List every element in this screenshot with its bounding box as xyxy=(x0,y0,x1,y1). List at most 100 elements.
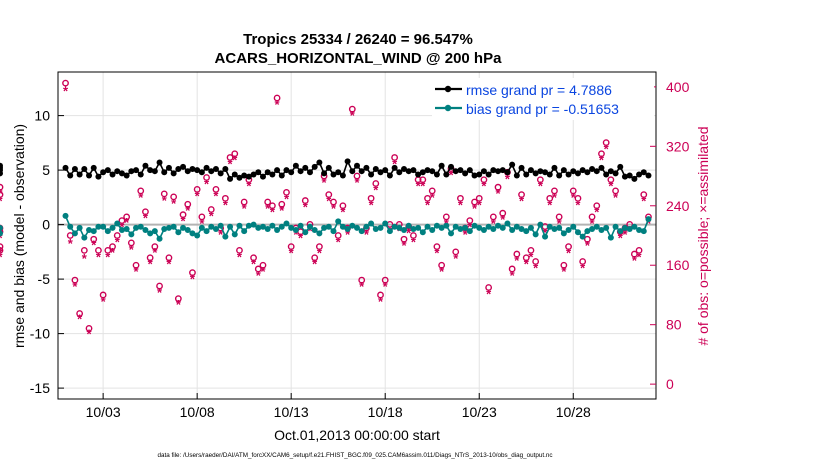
obs-possible-marker xyxy=(391,154,399,161)
right-tick-label: 320 xyxy=(666,138,690,154)
bias-point xyxy=(626,225,633,232)
obs-assimilated-marker: * xyxy=(91,237,97,252)
rmse-point xyxy=(424,167,431,174)
rmse-point xyxy=(382,167,389,174)
obs-possible-marker xyxy=(137,187,145,195)
x-axis-ticks: 10/03 10/08 10/13 10/18 10/23 10/28 xyxy=(86,393,591,420)
rmse-point xyxy=(565,171,572,178)
rmse-point xyxy=(86,172,93,179)
rmse-point xyxy=(344,158,351,165)
left-tick-label: 5 xyxy=(42,162,50,178)
rmse-point xyxy=(104,167,111,174)
bias-point xyxy=(278,223,285,230)
obs-assimilated-marker: * xyxy=(270,205,276,220)
obs-assimilated-marker: * xyxy=(430,190,436,205)
rmse-point xyxy=(306,169,313,176)
obs-assimilated-marker: * xyxy=(622,227,628,242)
obs-assimilated-marker: * xyxy=(176,297,182,312)
rmse-point xyxy=(245,173,252,180)
rmse-point xyxy=(0,167,3,174)
obs-assimilated-marker: * xyxy=(0,249,3,264)
bias-point xyxy=(598,227,605,234)
obs-possible-marker xyxy=(518,191,525,199)
obs-assimilated-marker: * xyxy=(434,246,440,261)
obs-possible-marker xyxy=(287,243,295,251)
bias-point xyxy=(471,222,478,229)
chart-title-line1: Tropics 25334 / 26240 = 96.547% xyxy=(243,31,473,48)
bias-point xyxy=(241,228,248,235)
bias-point xyxy=(302,229,309,236)
obs-possible-marker xyxy=(179,211,187,219)
rmse-point xyxy=(490,167,497,174)
rmse-point xyxy=(372,166,379,173)
rmse-point xyxy=(410,167,417,174)
obs-assimilated-marker: * xyxy=(242,201,248,216)
obs-assimilated-marker: * xyxy=(181,214,187,229)
bias-point xyxy=(227,223,234,230)
rmse-point xyxy=(227,175,234,182)
bias-point xyxy=(640,228,647,235)
bias-point xyxy=(203,228,210,235)
rmse-point xyxy=(527,167,534,174)
rmse-point xyxy=(81,166,88,173)
obs-possible-marker xyxy=(151,243,159,251)
bias-point xyxy=(156,235,163,242)
obs-possible-marker xyxy=(104,246,112,254)
obs-assimilated-marker: * xyxy=(350,108,356,123)
obs-possible-marker xyxy=(485,284,493,291)
rmse-point xyxy=(607,168,614,175)
rmse-point xyxy=(274,167,281,174)
obs-possible-marker xyxy=(99,291,107,299)
obs-possible-marker xyxy=(80,246,88,254)
rmse-point xyxy=(626,172,633,179)
rmse-point xyxy=(386,172,393,179)
obs-assimilated-marker: * xyxy=(298,231,304,246)
rmse-point xyxy=(513,172,520,179)
bias-point xyxy=(231,231,238,238)
bias-point xyxy=(645,216,652,223)
rmse-point xyxy=(180,163,187,170)
bias-point xyxy=(86,227,93,234)
rmse-point xyxy=(128,168,135,175)
rmse-point xyxy=(448,163,455,170)
rmse-point xyxy=(269,171,276,178)
obs-assimilated-marker: * xyxy=(326,194,332,209)
bias-point xyxy=(372,225,379,232)
rmse-point xyxy=(579,167,586,174)
rmse-point xyxy=(198,169,205,176)
obs-assimilated-marker: * xyxy=(590,216,596,231)
rmse-point xyxy=(504,169,511,176)
obs-possible-marker xyxy=(250,254,257,262)
obs-assimilated-marker: * xyxy=(547,197,553,212)
x-tick-label: 10/23 xyxy=(462,404,497,420)
bias-point xyxy=(579,233,586,240)
bias-point xyxy=(330,228,337,235)
obs-assimilated-marker: * xyxy=(543,226,549,241)
bias-point xyxy=(631,223,638,230)
bias-point xyxy=(419,229,426,236)
rmse-point xyxy=(147,167,154,174)
bias-point xyxy=(0,230,3,237)
bias-point xyxy=(424,223,431,230)
obs-assimilated-marker: * xyxy=(637,249,643,264)
obs-possible-marker xyxy=(574,194,582,202)
rmse-point xyxy=(241,172,248,179)
bias-point xyxy=(217,222,224,229)
obs-possible-marker xyxy=(630,250,638,258)
obs-assimilated-marker: * xyxy=(289,246,295,261)
x-tick-label: 10/03 xyxy=(86,404,121,420)
rmse-point xyxy=(593,168,600,175)
obs-possible-marker xyxy=(189,269,196,277)
bias-point xyxy=(607,234,614,241)
obs-possible-marker xyxy=(212,186,220,193)
obs-assimilated-marker: * xyxy=(373,182,379,197)
obs-assimilated-marker: * xyxy=(491,216,497,231)
bias-point xyxy=(90,228,97,235)
obs-possible-marker xyxy=(170,193,178,201)
obs-possible-marker xyxy=(268,202,276,210)
rmse-point xyxy=(438,162,445,169)
obs-possible-marker xyxy=(334,232,342,239)
bias-point xyxy=(212,225,219,232)
bias-point xyxy=(603,224,610,231)
